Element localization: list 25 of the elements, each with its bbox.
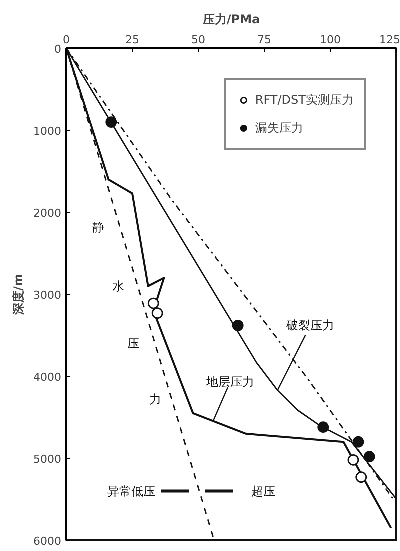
annotation: 压 xyxy=(128,336,140,351)
legend-label: 漏失压力 xyxy=(255,120,304,136)
x-tick-label: 125 xyxy=(380,34,400,46)
x-tick-label: 25 xyxy=(126,34,140,46)
y-tick-label: 2000 xyxy=(34,207,62,220)
annotation: 超压 xyxy=(251,484,276,498)
y-tick-label: 5000 xyxy=(34,453,62,466)
y-tick-label: 4000 xyxy=(34,371,62,384)
annotation: 静 xyxy=(92,220,105,234)
x-axis-title: 压力/PMa xyxy=(202,12,260,26)
y-tick-label: 6000 xyxy=(34,535,62,548)
x-tick-label: 100 xyxy=(320,34,341,46)
y-tick-label: 1000 xyxy=(34,125,62,138)
x-tick-label: 50 xyxy=(192,34,206,46)
legend-label: RFT/DST实测压力 xyxy=(255,92,354,108)
y-tick-label: 3000 xyxy=(34,289,62,302)
annotation: 水 xyxy=(112,279,125,294)
annotation: 力 xyxy=(149,392,162,406)
y-tick-label: 0 xyxy=(54,43,62,56)
annotation: 破裂压力 xyxy=(286,318,335,332)
annotation: 异常低压 xyxy=(107,484,156,498)
x-tick-label: 0 xyxy=(63,34,70,46)
annotation: 地层压力 xyxy=(206,374,255,389)
x-tick-label: 75 xyxy=(258,34,272,46)
y-axis-title: 深度/m xyxy=(12,274,26,316)
